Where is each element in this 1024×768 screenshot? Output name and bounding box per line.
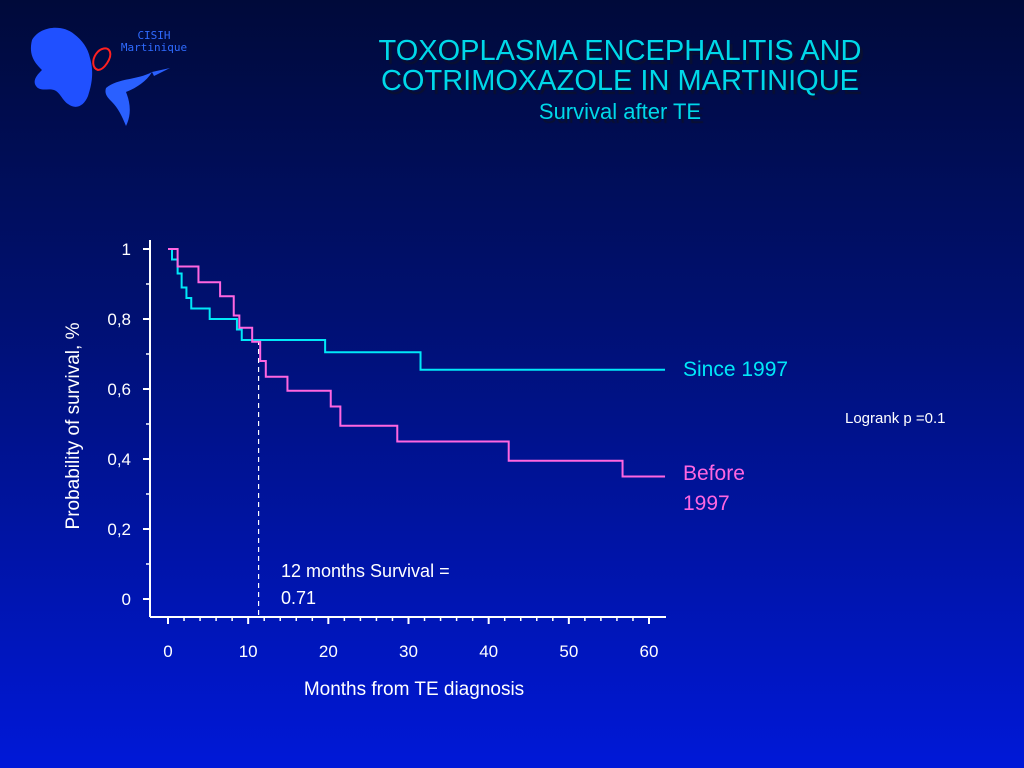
annotation-line2: 0.71 xyxy=(281,588,317,608)
title-line-2: COTRIMOXAZOLE IN MARTINIQUE xyxy=(380,65,859,97)
x-tick-label: 50 xyxy=(559,642,578,661)
title-line-1: TOXOPLASMA ENCEPHALITIS AND xyxy=(378,35,862,67)
y-tick-label: 1 xyxy=(122,240,131,259)
y-tick-label: 0 xyxy=(122,590,131,609)
series-label-since-1997: Since 1997 xyxy=(683,355,788,385)
series-label-since-line1: Since 1997 xyxy=(683,358,789,381)
martinique-map-hummingbird-icon xyxy=(30,27,170,126)
x-tick-label: 30 xyxy=(399,642,418,661)
series-before-1997-curve xyxy=(168,248,666,478)
subtitle: Survival after TE xyxy=(538,99,702,124)
x-axis-label: Months from TE diagnosis xyxy=(303,679,525,700)
logo-text-line1: CISIH xyxy=(137,29,171,42)
x-tick-label: 20 xyxy=(319,642,338,661)
series-label-before-line2: 1997 xyxy=(683,492,730,515)
x-tick-label: 60 xyxy=(640,642,659,661)
logrank-text: Logrank p =0.1 xyxy=(845,410,946,427)
series-label-before-1997: Before 1997 xyxy=(683,459,773,519)
x-tick-label: 10 xyxy=(239,642,258,661)
cisih-logo: CISIH Martinique xyxy=(18,18,188,138)
y-axis-label: Probability of survival, % xyxy=(63,322,84,530)
y-tick-label: 0,8 xyxy=(107,310,131,329)
slide-title: TOXOPLASMA ENCEPHALITIS AND COTRIMOXAZOL… xyxy=(250,36,990,126)
logo-text-line2: Martinique xyxy=(120,41,188,54)
x-tick-label: 40 xyxy=(479,642,498,661)
series-since-1997-curve xyxy=(168,248,666,371)
y-tick-label: 0,2 xyxy=(107,520,131,539)
y-tick-label: 0,6 xyxy=(107,380,131,399)
annotation-line1: 12 months Survival = xyxy=(281,561,450,581)
y-tick-label: 0,4 xyxy=(107,450,131,469)
survival-annotation: 12 months Survival = 0.71 xyxy=(281,558,511,612)
x-tick-label: 0 xyxy=(163,642,172,661)
series-label-before-line1: Before xyxy=(683,462,745,485)
